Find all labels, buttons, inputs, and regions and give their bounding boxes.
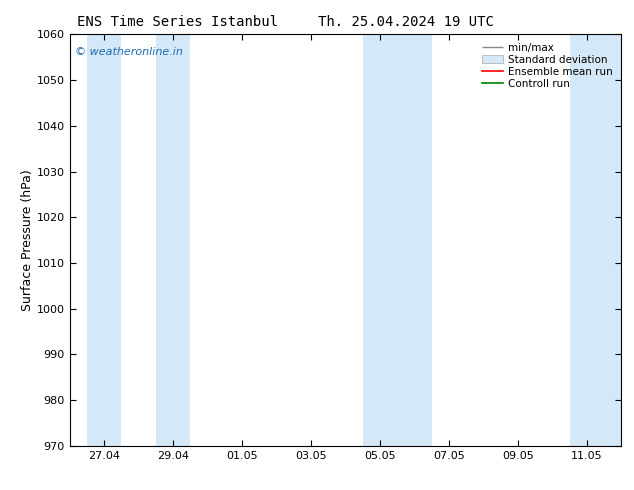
Text: © weatheronline.in: © weatheronline.in — [75, 47, 183, 57]
Bar — [363, 34, 398, 446]
Text: Th. 25.04.2024 19 UTC: Th. 25.04.2024 19 UTC — [318, 15, 494, 29]
Legend: min/max, Standard deviation, Ensemble mean run, Controll run: min/max, Standard deviation, Ensemble me… — [479, 40, 616, 92]
Y-axis label: Surface Pressure (hPa): Surface Pressure (hPa) — [21, 169, 34, 311]
Bar — [87, 34, 122, 446]
Bar — [156, 34, 190, 446]
Bar — [398, 34, 432, 446]
Bar — [569, 34, 621, 446]
Text: ENS Time Series Istanbul: ENS Time Series Istanbul — [77, 15, 278, 29]
